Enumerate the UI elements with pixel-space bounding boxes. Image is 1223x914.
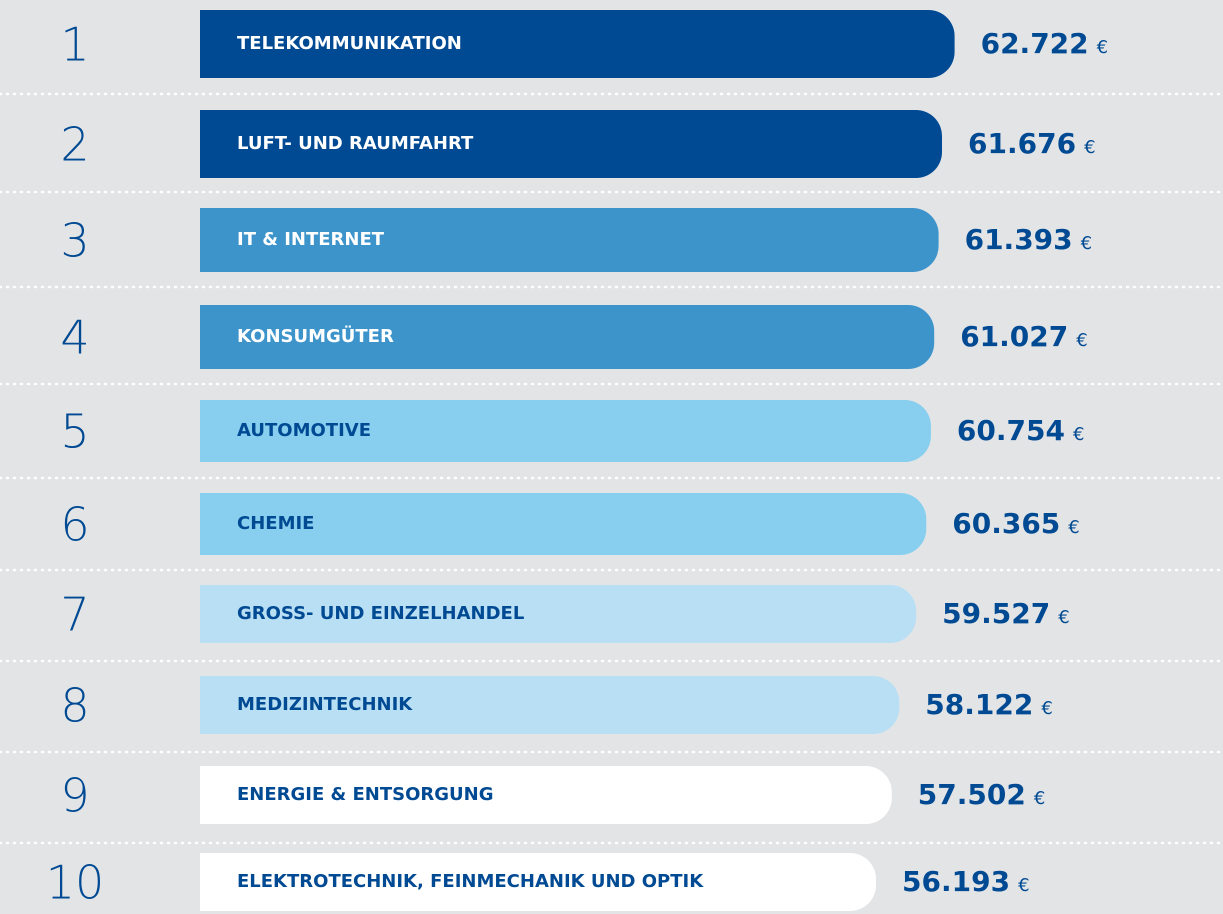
rank-label: 1	[60, 18, 89, 72]
category-label: AUTOMOTIVE	[237, 420, 371, 441]
bar	[200, 208, 939, 272]
category-label: LUFT- UND RAUMFAHRT	[237, 133, 474, 154]
unit-label: €	[1081, 233, 1092, 254]
bar	[200, 400, 931, 462]
rank-label: 6	[60, 498, 89, 552]
rank-label: 2	[60, 118, 89, 172]
rank-label: 3	[60, 214, 89, 268]
unit-label: €	[1034, 788, 1045, 809]
unit-label: €	[1097, 37, 1108, 58]
bar	[200, 676, 900, 734]
value-label: 60.754	[957, 414, 1065, 447]
value-label: 57.502	[918, 778, 1026, 811]
category-label: IT & INTERNET	[237, 229, 385, 250]
bar	[200, 766, 892, 824]
value-label: 61.027	[960, 320, 1068, 353]
bar	[200, 493, 927, 555]
unit-label: €	[1058, 607, 1069, 628]
value-label: 60.365	[952, 507, 1060, 540]
rank-label: 7	[60, 588, 89, 642]
rank-label: 10	[46, 856, 105, 910]
category-label: ELEKTROTECHNIK, FEINMECHANIK UND OPTIK	[237, 871, 704, 892]
category-label: KONSUMGÜTER	[237, 325, 394, 347]
rank-label: 8	[60, 679, 89, 733]
unit-label: €	[1041, 698, 1052, 719]
rank-label: 5	[60, 405, 89, 459]
unit-label: €	[1068, 517, 1079, 538]
value-label: 58.122	[925, 688, 1033, 721]
category-label: MEDIZINTECHNIK	[237, 694, 413, 715]
category-label: GROSS- UND EINZELHANDEL	[237, 603, 524, 624]
value-label: 59.527	[942, 597, 1050, 630]
unit-label: €	[1084, 137, 1095, 158]
rank-label: 4	[60, 311, 89, 365]
rank-label: 9	[60, 769, 89, 823]
category-label: TELEKOMMUNIKATION	[237, 33, 462, 54]
bar	[200, 305, 935, 369]
unit-label: €	[1073, 424, 1084, 445]
category-label: ENERGIE & ENTSORGUNG	[237, 784, 494, 805]
bar	[200, 109, 943, 178]
category-label: CHEMIE	[237, 513, 314, 534]
bar	[200, 853, 877, 911]
value-label: 61.393	[965, 223, 1073, 256]
value-label: 61.676	[968, 127, 1076, 160]
unit-label: €	[1076, 330, 1087, 351]
bar	[200, 10, 955, 78]
value-label: 62.722	[981, 27, 1089, 60]
bar	[200, 585, 917, 643]
value-label: 56.193	[902, 865, 1010, 898]
unit-label: €	[1018, 875, 1029, 896]
